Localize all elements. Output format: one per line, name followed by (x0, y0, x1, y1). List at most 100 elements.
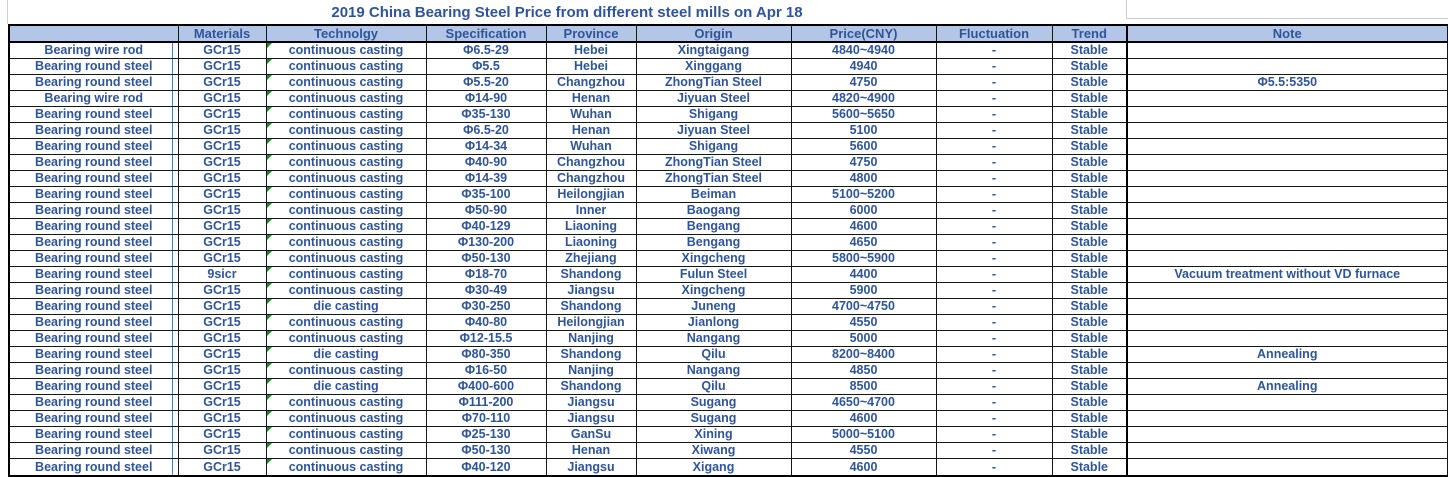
cell-origin[interactable]: Shigang (635, 106, 792, 123)
cell-technology[interactable]: continuous casting (265, 122, 427, 139)
cell-technology[interactable]: continuous casting (265, 90, 427, 107)
cell-technology[interactable]: continuous casting (265, 282, 427, 299)
cell-province[interactable]: Wuhan (545, 138, 637, 155)
cell-note[interactable] (1126, 458, 1448, 477)
cell-specification[interactable]: Φ6.5-29 (425, 41, 547, 59)
cell-technology[interactable]: continuous casting (265, 330, 427, 347)
cell-materials[interactable]: GCr15 (177, 282, 267, 299)
cell-trend[interactable]: Stable (1051, 442, 1128, 459)
cell-province[interactable]: Heilongjian (545, 186, 637, 203)
cell-note[interactable] (1126, 234, 1448, 251)
cell-specification[interactable]: Φ400-600 (425, 378, 547, 395)
cell-note[interactable]: Annealing (1126, 378, 1448, 395)
cell-price[interactable]: 5000 (790, 330, 937, 347)
cell-technology[interactable]: continuous casting (265, 234, 427, 251)
cell-trend[interactable]: Stable (1051, 330, 1128, 347)
cell-note[interactable] (1126, 106, 1448, 123)
column-header-origin[interactable]: Origin (635, 24, 792, 43)
cell-specification[interactable]: Φ50-90 (425, 202, 547, 219)
cell-product[interactable]: Bearing round steel (8, 266, 179, 283)
cell-origin[interactable]: Xingtaigang (635, 41, 792, 59)
column-header-trend[interactable]: Trend (1051, 24, 1128, 43)
cell-price[interactable]: 4550 (790, 442, 937, 459)
cell-price[interactable]: 5100~5200 (790, 186, 937, 203)
cell-price[interactable]: 4840~4940 (790, 41, 937, 59)
cell-trend[interactable]: Stable (1051, 410, 1128, 427)
cell-materials[interactable]: GCr15 (177, 106, 267, 123)
cell-province[interactable]: Jiangsu (545, 282, 637, 299)
column-header-specification[interactable]: Specification (425, 24, 547, 43)
cell-note[interactable] (1126, 394, 1448, 411)
cell-trend[interactable]: Stable (1051, 154, 1128, 171)
cell-specification[interactable]: Φ35-100 (425, 186, 547, 203)
cell-note[interactable] (1126, 362, 1448, 379)
cell-product[interactable]: Bearing round steel (8, 410, 179, 427)
cell-province[interactable]: Wuhan (545, 106, 637, 123)
column-header-fluctuation[interactable]: Fluctuation (935, 24, 1053, 43)
cell-trend[interactable]: Stable (1051, 90, 1128, 107)
cell-province[interactable]: Henan (545, 442, 637, 459)
cell-specification[interactable]: Φ40-120 (425, 458, 547, 477)
cell-materials[interactable]: GCr15 (177, 202, 267, 219)
cell-trend[interactable]: Stable (1051, 106, 1128, 123)
cell-province[interactable]: Henan (545, 122, 637, 139)
cell-note[interactable] (1126, 41, 1448, 59)
cell-fluctuation[interactable]: - (935, 186, 1053, 203)
cell-province[interactable]: Zhejiang (545, 250, 637, 267)
cell-note[interactable]: Φ5.5:5350 (1126, 74, 1448, 91)
cell-specification[interactable]: Φ35-130 (425, 106, 547, 123)
cell-specification[interactable]: Φ25-130 (425, 426, 547, 443)
cell-price[interactable]: 4400 (790, 266, 937, 283)
column-header-province[interactable]: Province (545, 24, 637, 43)
cell-technology[interactable]: continuous casting (265, 410, 427, 427)
cell-price[interactable]: 4850 (790, 362, 937, 379)
cell-materials[interactable]: GCr15 (177, 410, 267, 427)
cell-product[interactable]: Bearing round steel (8, 138, 179, 155)
cell-origin[interactable]: Baogang (635, 202, 792, 219)
cell-price[interactable]: 4820~4900 (790, 90, 937, 107)
cell-origin[interactable]: Xining (635, 426, 792, 443)
cell-origin[interactable]: Nangang (635, 330, 792, 347)
cell-price[interactable]: 5600~5650 (790, 106, 937, 123)
cell-product[interactable]: Bearing round steel (8, 122, 179, 139)
cell-product[interactable]: Bearing round steel (8, 442, 179, 459)
cell-fluctuation[interactable]: - (935, 362, 1053, 379)
cell-province[interactable]: Shandong (545, 346, 637, 363)
cell-product[interactable]: Bearing round steel (8, 426, 179, 443)
cell-materials[interactable]: GCr15 (177, 314, 267, 331)
cell-price[interactable]: 4800 (790, 170, 937, 187)
cell-note[interactable] (1126, 138, 1448, 155)
cell-note[interactable] (1126, 298, 1448, 315)
cell-product[interactable]: Bearing round steel (8, 106, 179, 123)
cell-fluctuation[interactable]: - (935, 74, 1053, 91)
cell-fluctuation[interactable]: - (935, 202, 1053, 219)
cell-origin[interactable]: Sugang (635, 394, 792, 411)
cell-trend[interactable]: Stable (1051, 458, 1128, 477)
cell-province[interactable]: Shandong (545, 298, 637, 315)
cell-origin[interactable]: Nangang (635, 362, 792, 379)
cell-product[interactable]: Bearing round steel (8, 170, 179, 187)
cell-note[interactable] (1126, 202, 1448, 219)
cell-origin[interactable]: Jiyuan Steel (635, 122, 792, 139)
cell-fluctuation[interactable]: - (935, 250, 1053, 267)
cell-product[interactable]: Bearing round steel (8, 362, 179, 379)
cell-origin[interactable]: Jiyuan Steel (635, 90, 792, 107)
cell-note[interactable] (1126, 282, 1448, 299)
cell-origin[interactable]: ZhongTian Steel (635, 170, 792, 187)
cell-product[interactable]: Bearing round steel (8, 234, 179, 251)
cell-specification[interactable]: Φ16-50 (425, 362, 547, 379)
cell-fluctuation[interactable]: - (935, 154, 1053, 171)
cell-trend[interactable]: Stable (1051, 378, 1128, 395)
cell-trend[interactable]: Stable (1051, 74, 1128, 91)
cell-origin[interactable]: Xingcheng (635, 250, 792, 267)
cell-fluctuation[interactable]: - (935, 330, 1053, 347)
cell-technology[interactable]: die casting (265, 298, 427, 315)
cell-materials[interactable]: GCr15 (177, 362, 267, 379)
cell-specification[interactable]: Φ50-130 (425, 250, 547, 267)
cell-province[interactable]: Hebei (545, 58, 637, 75)
cell-province[interactable]: Liaoning (545, 234, 637, 251)
cell-trend[interactable]: Stable (1051, 218, 1128, 235)
cell-price[interactable]: 5600 (790, 138, 937, 155)
cell-note[interactable]: Annealing (1126, 346, 1448, 363)
cell-materials[interactable]: GCr15 (177, 122, 267, 139)
